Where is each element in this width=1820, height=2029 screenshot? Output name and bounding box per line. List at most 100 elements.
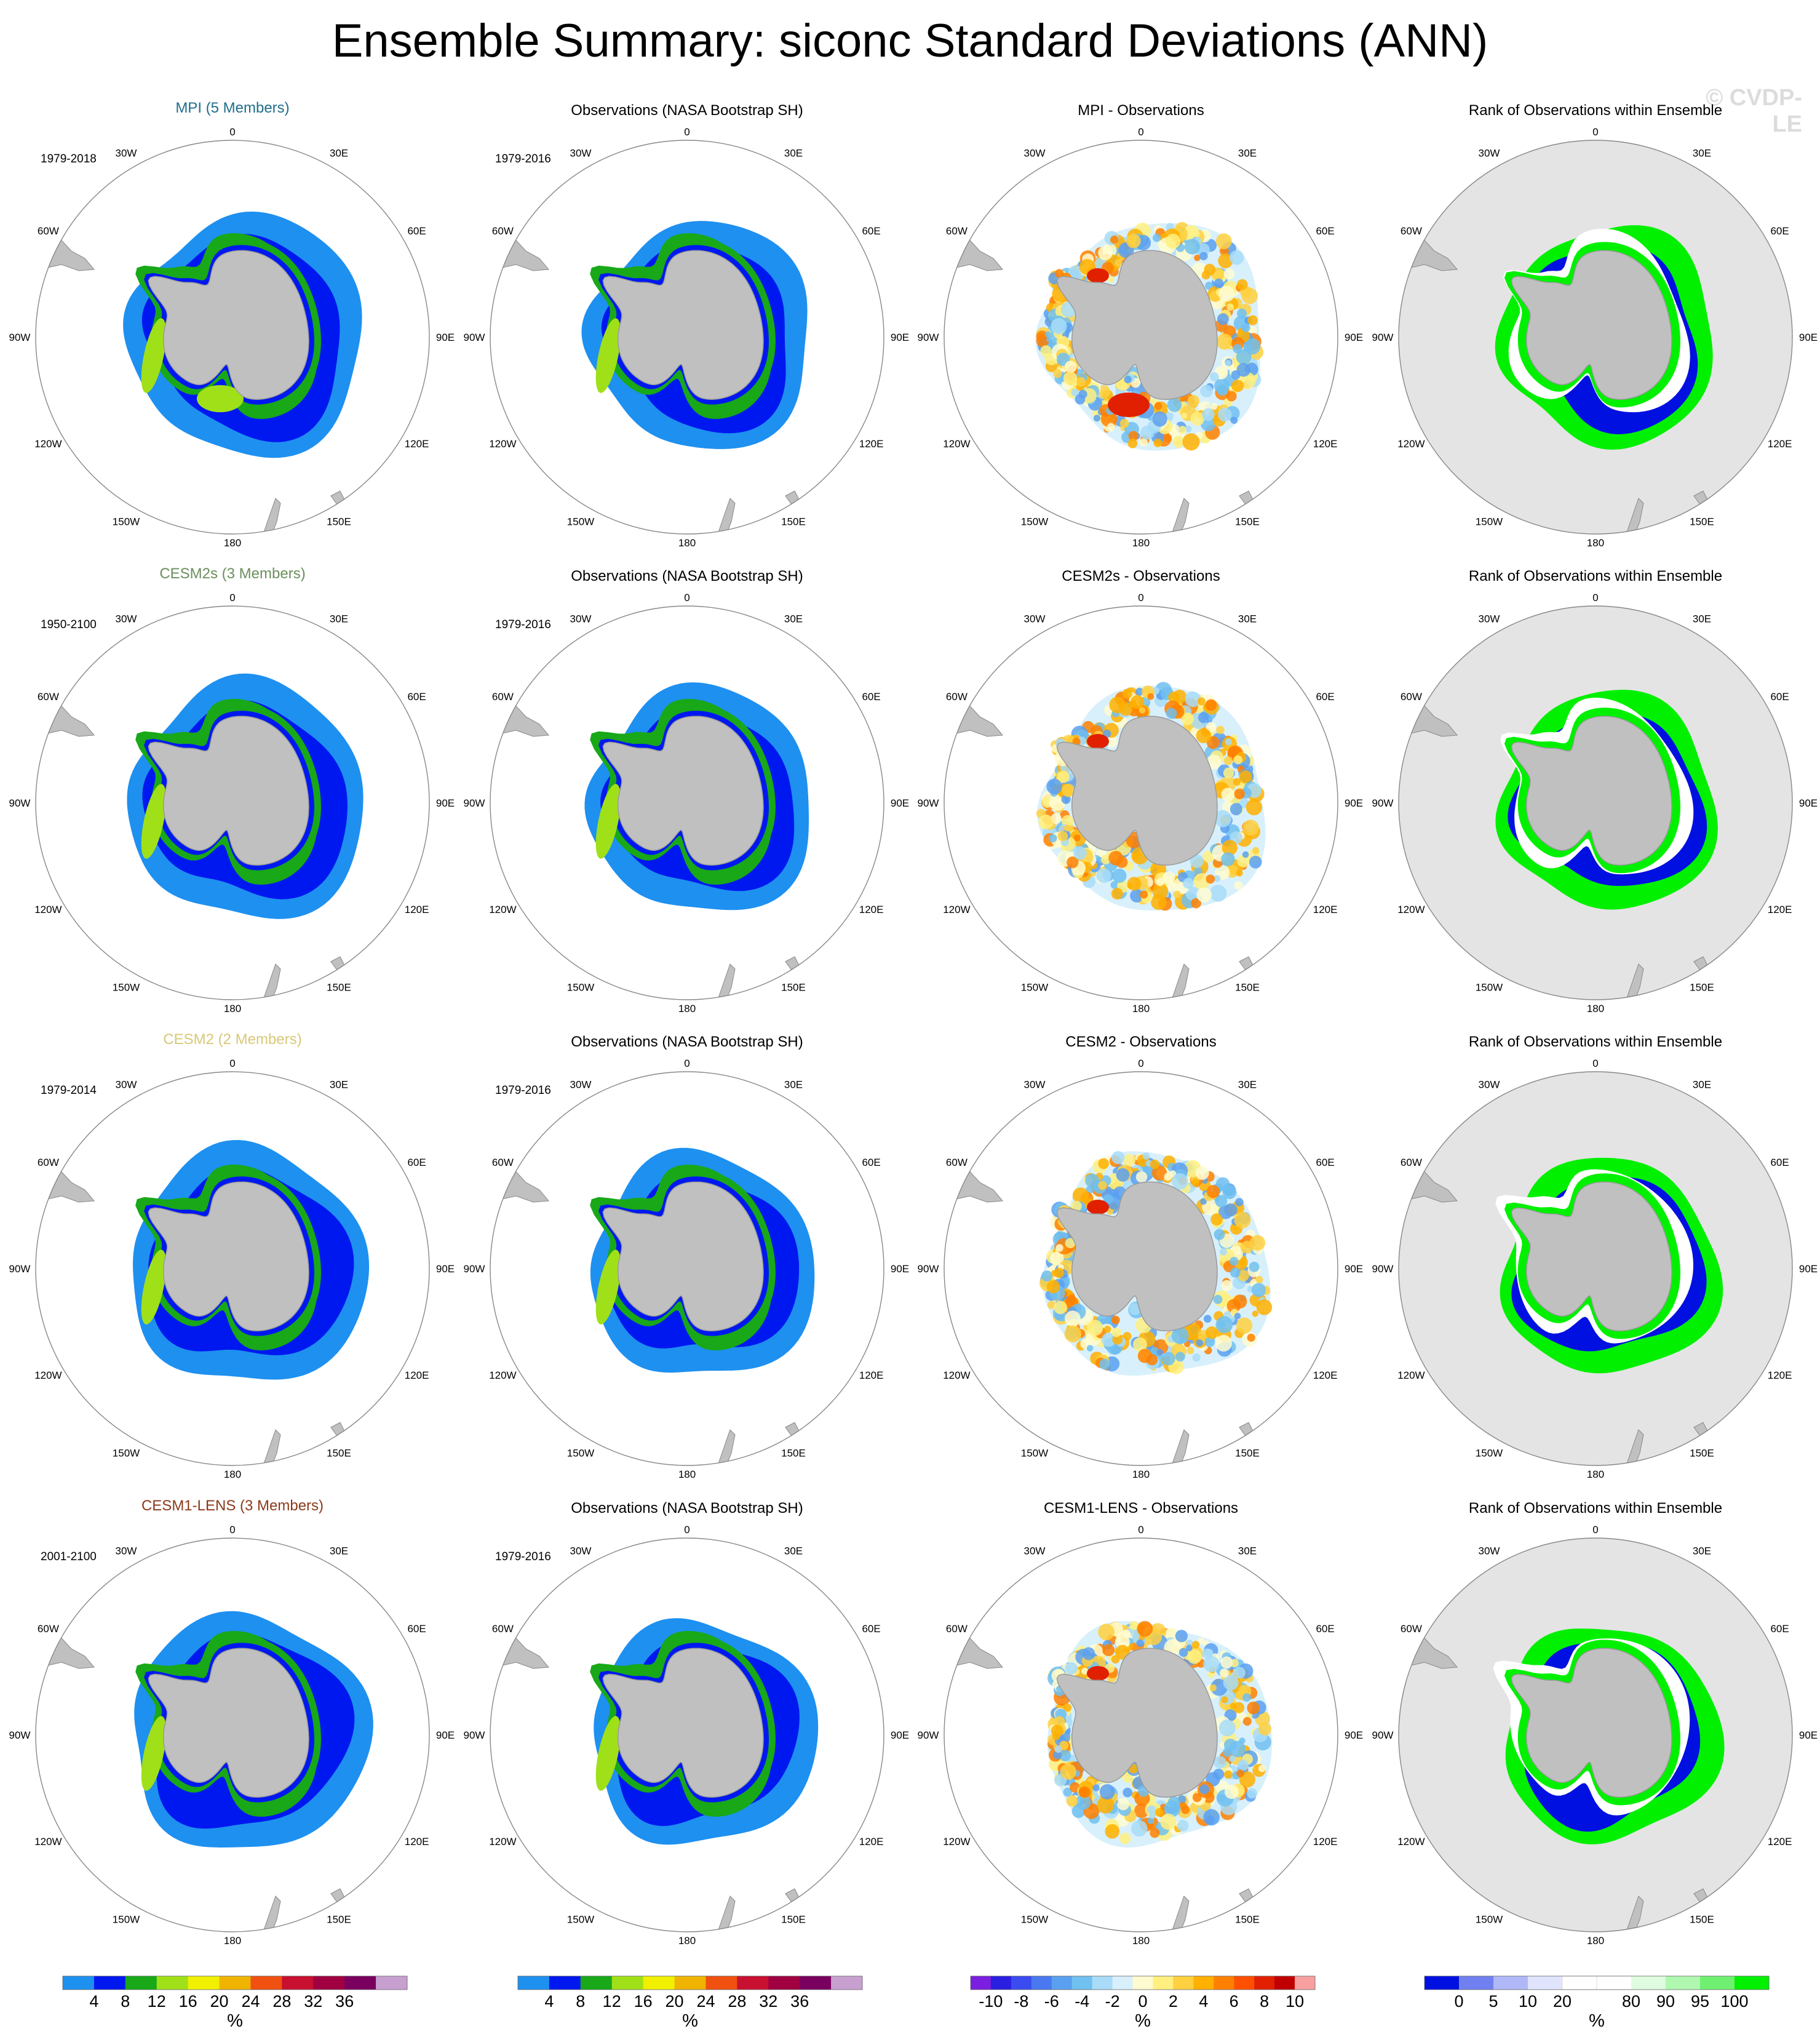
longitude-label: 30W bbox=[116, 147, 137, 159]
longitude-label: 150E bbox=[327, 982, 351, 994]
diff-cell bbox=[1236, 279, 1248, 290]
longitude-label: 90E bbox=[436, 1729, 455, 1741]
map-boundary bbox=[944, 1071, 1338, 1466]
colorbar-tick-label: 20 bbox=[665, 1992, 683, 2011]
longitude-label: 30W bbox=[116, 1078, 137, 1090]
longitude-label: 90E bbox=[891, 332, 909, 343]
diff-cell bbox=[1196, 887, 1212, 903]
diff-cell bbox=[1150, 1347, 1159, 1356]
diff-cell bbox=[1222, 1747, 1232, 1757]
diff-cell bbox=[1156, 1349, 1164, 1356]
map-boundary bbox=[490, 140, 884, 535]
diff-cell bbox=[1139, 707, 1146, 714]
longitude-label: 120W bbox=[489, 438, 516, 450]
diff-cell bbox=[1249, 1261, 1260, 1272]
diff-cell bbox=[1215, 233, 1232, 250]
diff-cell bbox=[1229, 250, 1244, 265]
diff-cell bbox=[1054, 1745, 1062, 1753]
new-zealand-landmass bbox=[263, 1429, 281, 1465]
longitude-label: 90W bbox=[1372, 1729, 1394, 1741]
colorbar-4: 0 5 10 20 80 90 95 100% bbox=[1424, 1975, 1770, 2029]
polar-map-model: 0 30E 60E 90E 120E 150E 180 150W 120W 90W 60W 30W bbox=[9, 126, 455, 549]
longitude-label: 30W bbox=[1024, 613, 1046, 624]
diff-cell bbox=[1225, 738, 1233, 746]
new-zealand-landmass bbox=[1626, 1429, 1644, 1465]
diff-cell bbox=[1197, 697, 1206, 706]
diff-cell bbox=[1127, 877, 1142, 891]
colorbar-swatch bbox=[156, 1976, 189, 1990]
diff-cell bbox=[1150, 1159, 1160, 1170]
diff-cell bbox=[1200, 1198, 1207, 1205]
diff-cell bbox=[1110, 235, 1119, 244]
longitude-label: 150W bbox=[1476, 516, 1503, 528]
diff-cell bbox=[1067, 1294, 1076, 1304]
longitude-label: 0 bbox=[229, 1058, 235, 1069]
longitude-label: 180 bbox=[224, 537, 241, 549]
longitude-label: 120E bbox=[405, 438, 429, 450]
diff-cell bbox=[1044, 331, 1051, 338]
diff-cell bbox=[1214, 1229, 1225, 1240]
diff-cell bbox=[1233, 755, 1242, 765]
longitude-label: 60E bbox=[1770, 1157, 1789, 1168]
diff-cell bbox=[1230, 803, 1242, 816]
longitude-label: 90E bbox=[436, 332, 455, 343]
longitude-label: 60W bbox=[1401, 225, 1422, 237]
longitude-label: 150E bbox=[781, 1914, 806, 1926]
diff-cell bbox=[1073, 834, 1081, 842]
longitude-label: 30W bbox=[1024, 1545, 1046, 1557]
diff-cell bbox=[1134, 1803, 1149, 1819]
diff-cell bbox=[1198, 712, 1209, 724]
diff-hotspot bbox=[1087, 1666, 1109, 1681]
diff-cell bbox=[1221, 1696, 1228, 1704]
longitude-label: 150W bbox=[113, 982, 140, 994]
colorbar-swatch bbox=[768, 1976, 800, 1990]
new-zealand-landmass bbox=[717, 498, 736, 534]
diff-cell bbox=[1230, 1702, 1236, 1710]
diff-cell bbox=[1218, 285, 1235, 302]
longitude-label: 120W bbox=[1397, 438, 1425, 450]
longitude-label: 30W bbox=[1479, 1545, 1500, 1557]
map-boundary bbox=[490, 605, 884, 1000]
longitude-label: 150E bbox=[781, 982, 806, 994]
longitude-label: 120W bbox=[943, 1369, 970, 1381]
longitude-label: 0 bbox=[1592, 1524, 1598, 1536]
new-zealand-landmass bbox=[1626, 963, 1644, 1000]
longitude-label: 30E bbox=[1693, 1545, 1711, 1557]
diff-cell bbox=[1062, 783, 1075, 797]
longitude-label: 180 bbox=[1132, 537, 1150, 549]
longitude-label: 180 bbox=[1132, 1935, 1150, 1947]
new-zealand-landmass bbox=[263, 963, 281, 1000]
copyright-watermark: © CVDP-LE bbox=[1706, 85, 1802, 137]
longitude-label: 60W bbox=[38, 1157, 59, 1168]
diff-cell bbox=[1216, 725, 1225, 735]
colorbar-swatch bbox=[1011, 1976, 1032, 1990]
longitude-label: 0 bbox=[1592, 126, 1598, 138]
colorbar-swatch bbox=[93, 1976, 126, 1990]
colorbar-swatch bbox=[63, 1976, 95, 1990]
diff-cell bbox=[1192, 1353, 1201, 1362]
diff-cell bbox=[1223, 756, 1233, 765]
panel-title-obs: Observations (NASA Bootstrap SH) bbox=[571, 1034, 803, 1050]
longitude-label: 60W bbox=[38, 1623, 59, 1635]
diff-cell bbox=[1071, 1201, 1082, 1211]
diff-cell bbox=[1236, 363, 1250, 377]
diff-cell bbox=[1097, 1796, 1115, 1814]
longitude-label: 0 bbox=[684, 1058, 689, 1069]
diff-cell bbox=[1204, 263, 1216, 276]
longitude-label: 60W bbox=[946, 1157, 968, 1168]
diff-cell bbox=[1099, 1784, 1115, 1800]
longitude-label: 120E bbox=[405, 1836, 429, 1848]
diff-cell bbox=[1203, 1656, 1220, 1672]
diff-cell bbox=[1160, 1813, 1177, 1830]
longitude-label: 120E bbox=[859, 1836, 884, 1848]
longitude-label: 120E bbox=[1768, 438, 1792, 450]
diff-cell bbox=[1175, 1352, 1185, 1362]
diff-cell bbox=[1153, 439, 1162, 447]
longitude-label: 90E bbox=[1345, 332, 1363, 343]
longitude-label: 90W bbox=[9, 1263, 31, 1275]
diff-cell bbox=[1107, 1208, 1114, 1215]
polar-map-model: 0 30E 60E 90E 120E 150E 180 150W 120W 90W 60W 30W bbox=[9, 1524, 455, 1947]
diff-cell bbox=[1183, 877, 1194, 889]
panel-title-obs: Observations (NASA Bootstrap SH) bbox=[571, 102, 803, 119]
sd-band-16 bbox=[595, 1716, 621, 1791]
